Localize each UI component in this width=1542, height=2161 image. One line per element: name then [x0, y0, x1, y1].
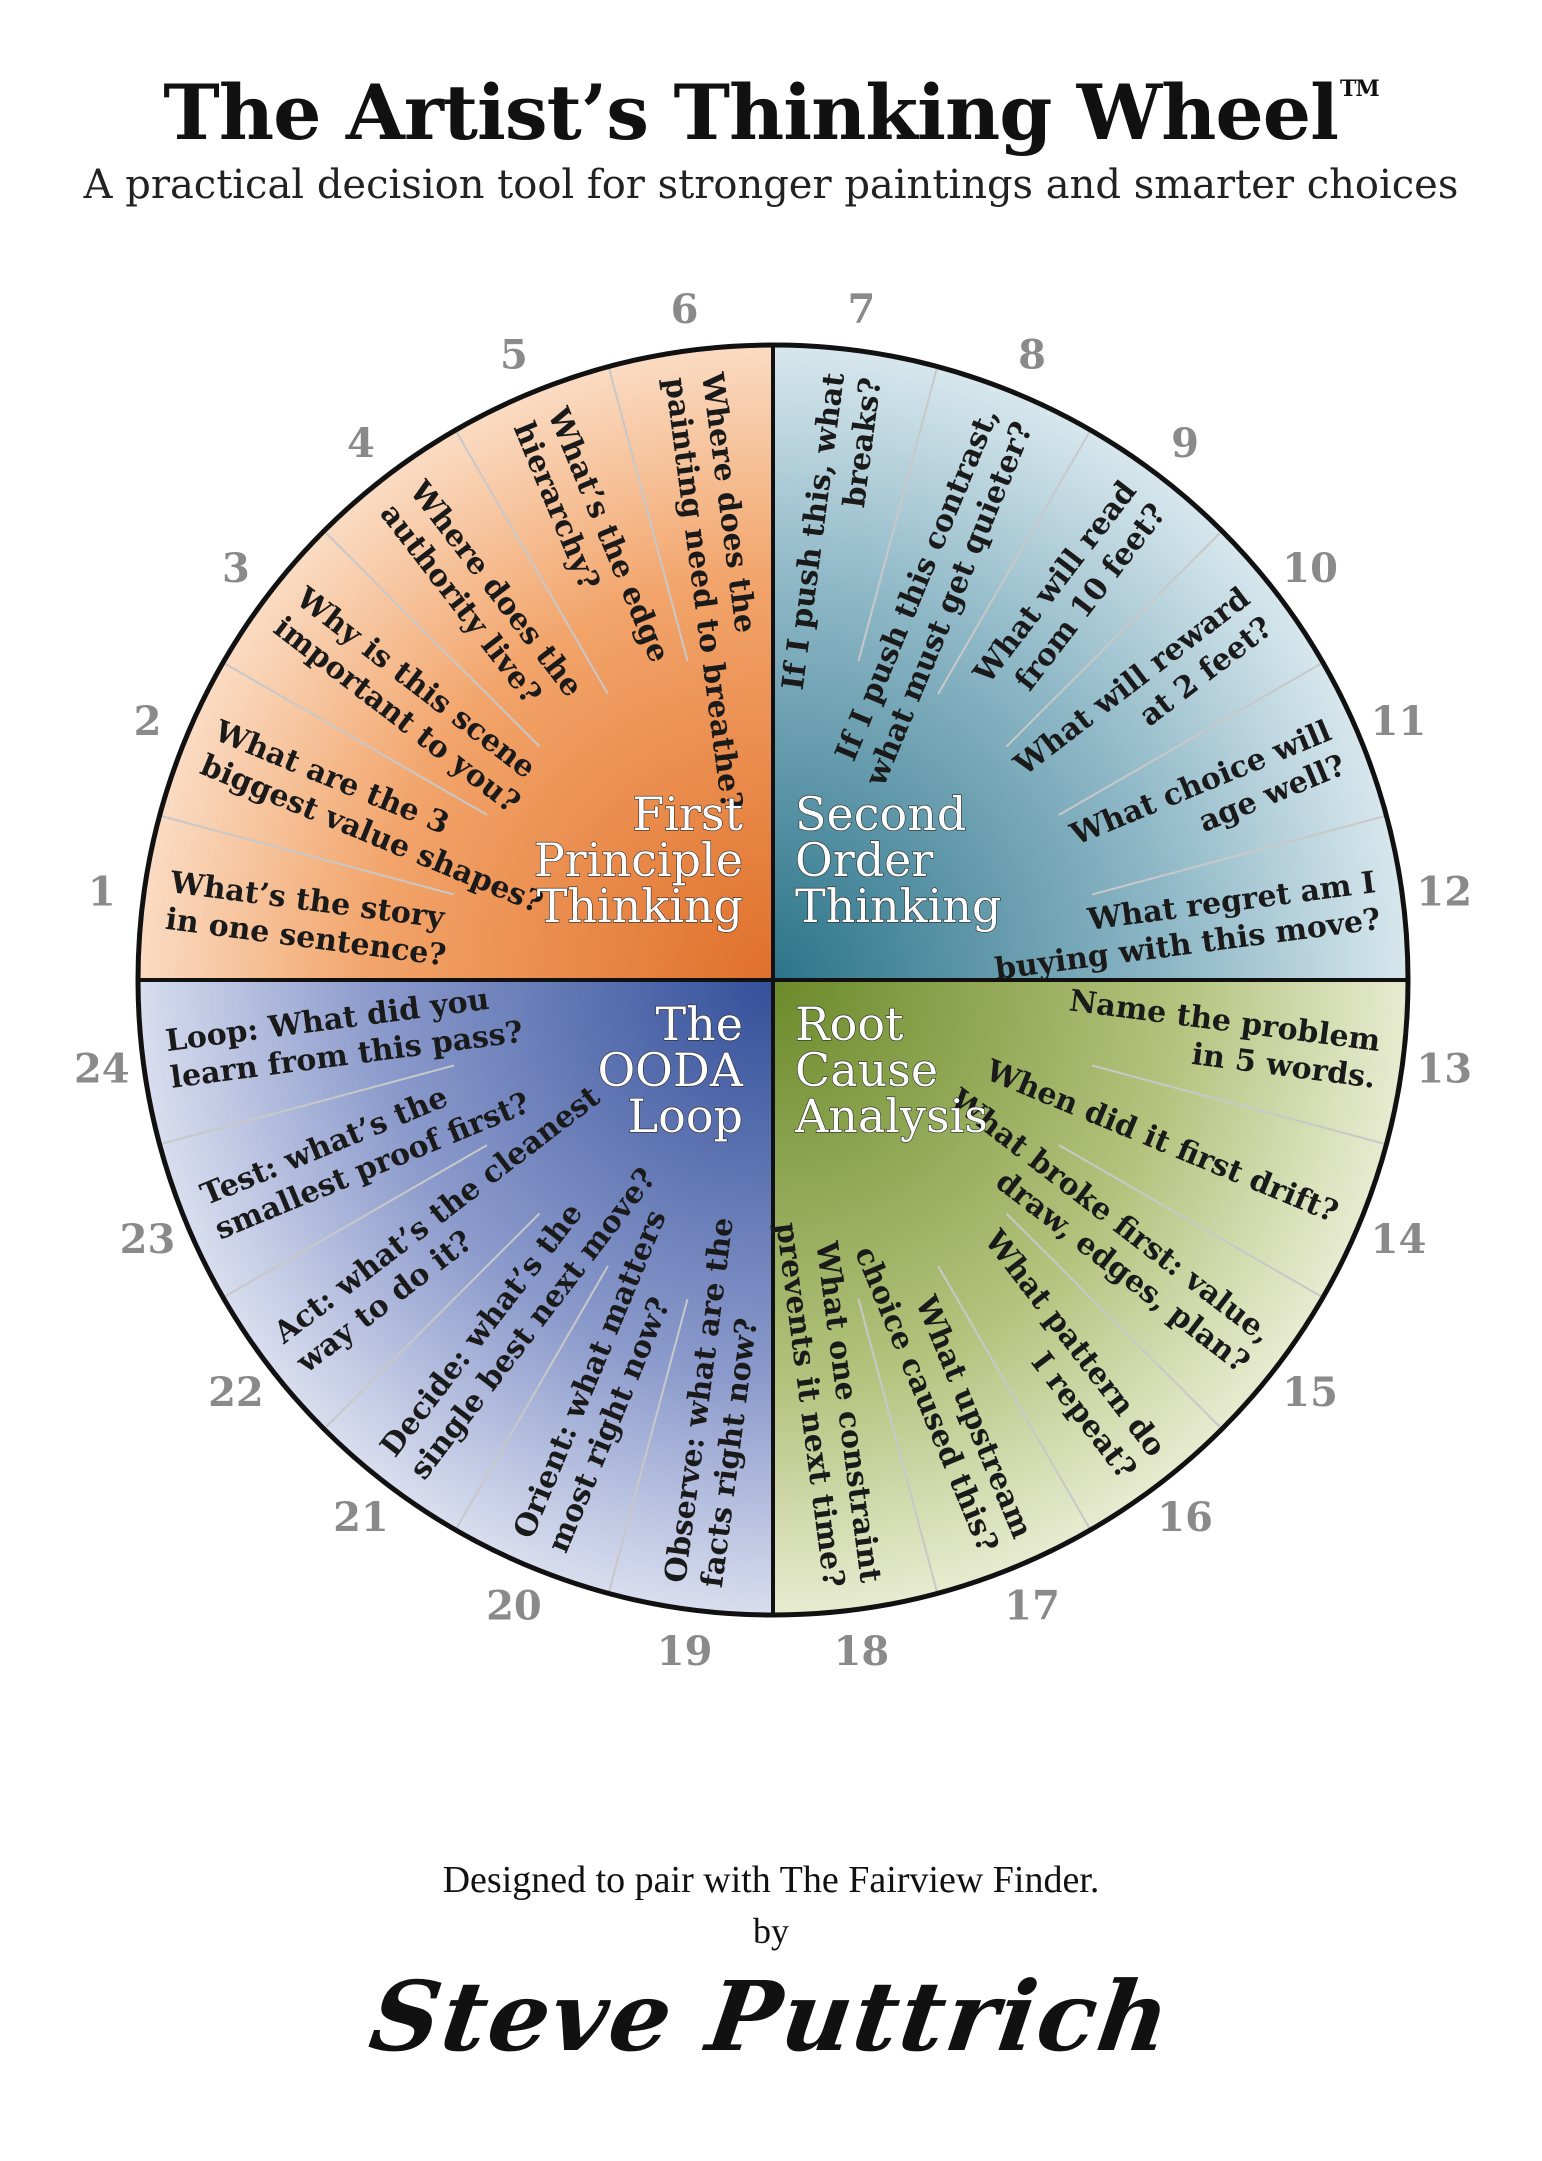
segment-number-17: 17	[1004, 1583, 1060, 1630]
segment-divider	[607, 1298, 689, 1594]
author-signature: Steve Puttrich	[363, 1960, 1179, 2073]
segment-number-7: 7	[847, 286, 875, 333]
segment-number-11: 11	[1371, 698, 1427, 745]
segment-divider	[607, 366, 689, 662]
segment-number-15: 15	[1282, 1369, 1338, 1416]
quadrant-label-line: Principle	[534, 833, 743, 887]
segment-number-2: 2	[134, 698, 162, 745]
footer-pairing-note: Designed to pair with The Fairview Finde…	[442, 1859, 1100, 1901]
segment-divider	[1091, 814, 1387, 896]
quadrant-label-line: OODA	[597, 1043, 743, 1097]
segment-divider	[857, 1298, 939, 1594]
segment-number-9: 9	[1171, 420, 1199, 467]
segment-divider	[454, 429, 609, 695]
segment-number-19: 19	[657, 1628, 713, 1675]
quadrant-label-line: Thinking	[795, 879, 1001, 933]
title-text: The Artist’s Thinking Wheel	[163, 68, 1339, 157]
segment-divider	[1005, 530, 1223, 748]
segment-number-5: 5	[500, 332, 528, 379]
page-title: The Artist’s Thinking WheelTM	[0, 68, 1542, 157]
segment-number-4: 4	[347, 420, 375, 467]
segment-divider	[454, 1265, 609, 1531]
segment-number-6: 6	[671, 286, 699, 333]
quadrant-label-line: Thinking	[537, 879, 743, 933]
quadrant-label-line: First	[632, 787, 743, 841]
segment-divider	[937, 1265, 1092, 1531]
segment-divider	[937, 429, 1092, 695]
segment-number-20: 20	[486, 1583, 542, 1630]
segment-number-16: 16	[1157, 1494, 1213, 1541]
segment-divider	[1058, 1144, 1324, 1299]
segment-number-22: 22	[208, 1369, 264, 1416]
segment-divider	[222, 661, 488, 816]
segment-divider	[222, 1144, 488, 1299]
quadrant-label-line: The	[655, 997, 743, 1051]
segment-number-14: 14	[1371, 1216, 1427, 1263]
quadrant-label-line: Root	[795, 997, 904, 1051]
wheel-outer-ring	[135, 342, 1411, 1618]
segment-number-12: 12	[1416, 869, 1472, 916]
segment-number-18: 18	[834, 1628, 890, 1675]
quadrant-label-ooda-loop: The OODA Loop	[597, 997, 743, 1143]
segment-divider	[159, 814, 455, 896]
segment-divider	[323, 1212, 541, 1430]
segment-number-3: 3	[222, 545, 250, 592]
page-subtitle: A practical decision tool for stronger p…	[83, 162, 1459, 208]
segment-number-24: 24	[74, 1045, 130, 1092]
segment-divider	[1058, 661, 1324, 816]
quadrant-label-line: Analysis	[794, 1089, 988, 1143]
segment-number-23: 23	[120, 1216, 176, 1263]
segment-number-10: 10	[1282, 545, 1338, 592]
quadrant-label-second-order: Second Order Thinking	[795, 787, 1001, 933]
quadrant-label-first-principle: First Principle Thinking	[534, 787, 744, 933]
segment-divider	[1091, 1064, 1387, 1146]
segment-number-8: 8	[1018, 332, 1046, 379]
segment-divider	[857, 366, 939, 662]
quadrant-label-line: Cause	[795, 1043, 938, 1097]
segment-divider	[1005, 1212, 1223, 1430]
segment-number-13: 13	[1416, 1045, 1472, 1092]
quadrant-label-line: Order	[795, 833, 933, 887]
segment-number-21: 21	[333, 1494, 389, 1541]
quadrant-label-root-cause: Root Cause Analysis	[794, 997, 988, 1143]
segment-divider	[159, 1064, 455, 1146]
quadrant-label-line: Loop	[628, 1089, 743, 1143]
quadrant-label-line: Second	[795, 787, 966, 841]
segment-number-1: 1	[88, 869, 116, 916]
segment-divider	[323, 530, 541, 748]
footer-by: by	[753, 1911, 789, 1951]
trademark-mark: TM	[1339, 76, 1380, 102]
